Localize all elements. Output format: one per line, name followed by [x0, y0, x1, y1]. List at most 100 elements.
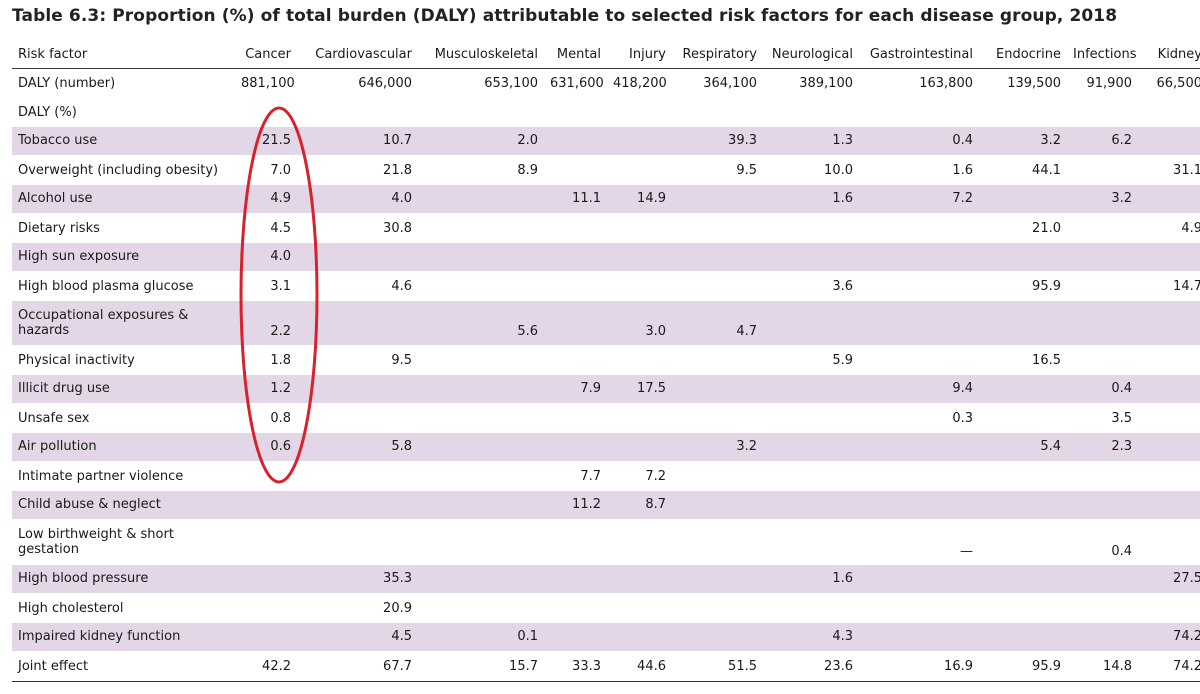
cell-endocrine: 95.9 [979, 651, 1067, 682]
cell-respiratory [672, 462, 763, 491]
cell-respiratory [672, 272, 763, 301]
daly-percent-subheading-row: DALY (%) [12, 98, 1200, 127]
cell-endocrine [979, 374, 1067, 404]
table-row-dietary-risks: Dietary risks 4.5 30.8 21.0 4.9 [12, 214, 1200, 243]
row-label: Overweight (including obesity) [18, 162, 219, 178]
column-header-cardiovascular: Cardiovascular [297, 40, 418, 69]
cell-cancer [235, 490, 297, 520]
cell-cancer: 21.5 [235, 126, 297, 156]
cell-respiratory: 4.7 [672, 300, 763, 346]
cell-infections [1067, 272, 1138, 301]
row-label: Occupational exposures & hazards [12, 300, 235, 346]
cell-injury: 44.6 [607, 651, 672, 682]
cell-neurological: 4.3 [763, 622, 859, 652]
cell-infections [1067, 156, 1138, 185]
cell-infections [1067, 490, 1138, 520]
cell-respiratory [672, 490, 763, 520]
cell-musculoskeletal [418, 564, 544, 594]
cell-kidney [1138, 462, 1200, 491]
cell-respiratory: 51.5 [672, 651, 763, 682]
cell-neurological: 1.6 [763, 564, 859, 594]
cell-cancer [235, 594, 297, 623]
table-row-unsafe-sex: Unsafe sex 0.8 0.3 3.5 [12, 404, 1200, 433]
cell-cancer: 4.9 [235, 184, 297, 214]
table-row-alcohol-use: Alcohol use 4.9 4.0 11.1 14.9 1.6 7.2 3.2 [12, 184, 1200, 214]
cell-endocrine: 95.9 [1032, 278, 1061, 294]
cell-endocrine [979, 404, 1067, 433]
cell-cancer: 0.8 [270, 410, 291, 426]
cell-injury [607, 346, 672, 375]
cell-neurological [763, 214, 859, 243]
cell-gastrointestinal [859, 490, 979, 520]
column-header-cancer: Cancer [235, 40, 297, 69]
cell-cardiovascular: 4.5 [297, 622, 418, 652]
cell-musculoskeletal [418, 404, 544, 433]
cell-mental: 33.3 [544, 651, 607, 682]
cell-kidney: 27.5 [1138, 564, 1200, 594]
cell-neurological: 1.6 [763, 184, 859, 214]
cell-mental [544, 432, 607, 462]
cell-gastrointestinal: 0.4 [859, 126, 979, 156]
cell-cancer: 4.5 [270, 220, 291, 236]
table-row-low-birthweight-and-short-gestation: Low birthweight & short gestation — 0.4 [12, 520, 1200, 565]
cell-cancer: 3.1 [270, 278, 291, 294]
cell-endocrine [979, 594, 1067, 623]
cell-musculoskeletal [418, 184, 544, 214]
cell-mental: 631,600 [550, 75, 604, 91]
table-row-high-cholesterol: High cholesterol 20.9 [12, 594, 1200, 623]
cell-endocrine: 3.2 [979, 126, 1067, 156]
row-label: High blood plasma glucose [18, 278, 194, 294]
cell-kidney [1138, 490, 1200, 520]
cell-cardiovascular: 5.8 [297, 432, 418, 462]
cell-kidney [1138, 404, 1200, 433]
cell-gastrointestinal [859, 622, 979, 652]
header-row: Risk factor Cancer Cardiovascular Musculosk… [12, 40, 1200, 69]
cell-endocrine: 139,500 [1007, 75, 1061, 91]
cell-cardiovascular: 4.0 [297, 184, 418, 214]
table-row-tobacco-use: Tobacco use 21.5 10.7 2.0 39.3 1.3 0.4 3.2 6.2 [12, 126, 1200, 156]
cell-mental [544, 404, 607, 433]
cell-gastrointestinal [859, 272, 979, 301]
cell-endocrine: 44.1 [1032, 162, 1061, 178]
cell-neurological [763, 300, 859, 346]
cell-infections: 91,900 [1086, 75, 1133, 91]
cell-kidney [1138, 346, 1200, 375]
cell-infections: 0.4 [1111, 543, 1132, 559]
cell-endocrine [979, 622, 1067, 652]
cell-gastrointestinal [859, 346, 979, 375]
cell-respiratory [672, 242, 763, 272]
cell-cancer: 2.2 [235, 300, 297, 346]
cell-endocrine: 5.4 [979, 432, 1067, 462]
cell-cancer: 4.0 [235, 242, 297, 272]
row-label: Physical inactivity [18, 352, 135, 368]
cell-cardiovascular: 30.8 [383, 220, 412, 236]
table-row-physical-inactivity: Physical inactivity 1.8 9.5 5.9 16.5 [12, 346, 1200, 375]
cell-mental: 7.9 [544, 374, 607, 404]
cell-mental [544, 622, 607, 652]
cell-respiratory [672, 594, 763, 623]
column-header-endocrine: Endocrine [979, 40, 1067, 69]
cell-musculoskeletal [418, 346, 544, 375]
cell-musculoskeletal [418, 490, 544, 520]
cell-infections [1067, 346, 1138, 375]
cell-gastrointestinal [859, 214, 979, 243]
cell-musculoskeletal [418, 242, 544, 272]
cell-infections [1067, 242, 1138, 272]
cell-mental [544, 156, 607, 185]
cell-injury [607, 242, 672, 272]
cell-cardiovascular: 20.9 [383, 600, 412, 616]
cell-musculoskeletal [418, 272, 544, 301]
cell-gastrointestinal: 16.9 [859, 651, 979, 682]
cell-cardiovascular [297, 242, 418, 272]
cell-endocrine [979, 490, 1067, 520]
cell-kidney [1138, 126, 1200, 156]
cell-cancer: 1.8 [270, 352, 291, 368]
cell-neurological: 389,100 [799, 75, 853, 91]
cell-cardiovascular [297, 404, 418, 433]
cell-musculoskeletal: 5.6 [418, 300, 544, 346]
cell-mental [544, 594, 607, 623]
table-row-high-blood-plasma-glucose: High blood plasma glucose 3.1 4.6 3.6 95.9 14… [12, 272, 1200, 301]
cell-endocrine [979, 300, 1067, 346]
table-row-impaired-kidney-function: Impaired kidney function 4.5 0.1 4.3 74.2 [12, 622, 1200, 652]
row-label: Child abuse & neglect [12, 490, 235, 520]
